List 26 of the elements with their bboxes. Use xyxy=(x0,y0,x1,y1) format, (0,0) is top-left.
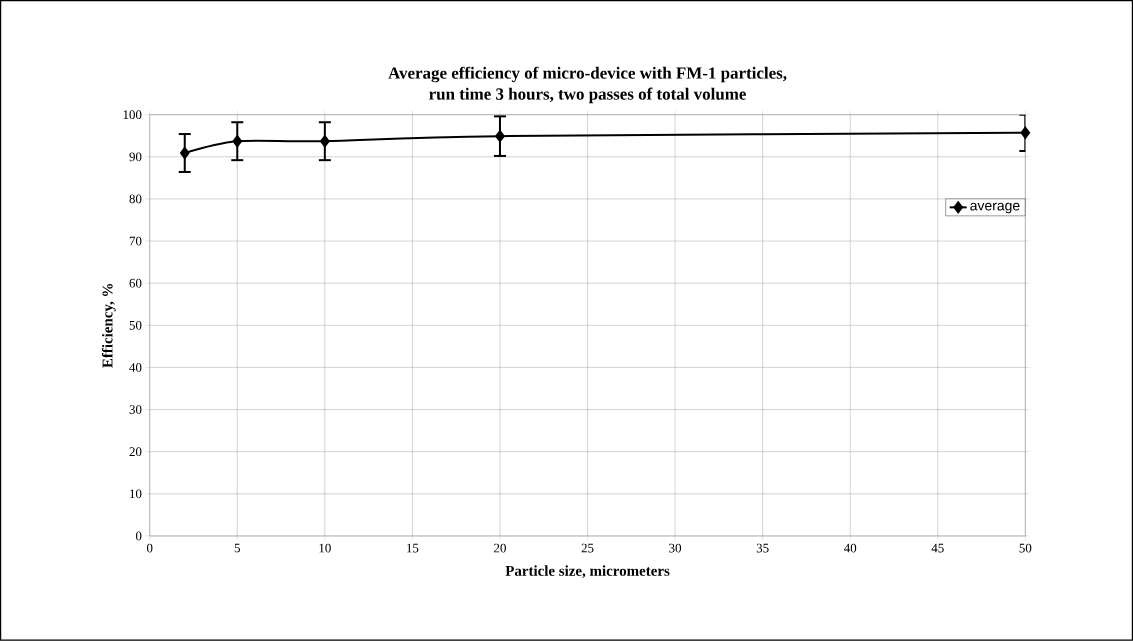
x-tick-label: 10 xyxy=(319,543,331,553)
y-tick-label: 10 xyxy=(130,489,142,499)
x-tick-label: 50 xyxy=(1019,543,1032,553)
chart-title: Average efficiency of micro-device with FM-1 particles, run time 3 hours, two passes of total volume xyxy=(388,66,787,104)
y-tick-label: 20 xyxy=(129,447,142,457)
x-tick-label: 45 xyxy=(931,543,944,553)
x-tick-label: 40 xyxy=(843,543,857,553)
y-tick-label: 90 xyxy=(129,152,142,162)
legend-label: average xyxy=(970,203,1020,214)
y-tick-label: 100 xyxy=(123,110,142,120)
y-tick-label: 70 xyxy=(129,236,142,246)
y-tick-label: 30 xyxy=(129,405,142,415)
y-tick-label: 0 xyxy=(135,531,142,541)
x-tick-label: 20 xyxy=(494,543,506,553)
x-tick-label: 25 xyxy=(581,543,594,553)
y-tick-label: 40 xyxy=(129,363,142,372)
x-tick-label: 35 xyxy=(756,543,769,553)
y-axis-title: Efficiency, % xyxy=(101,284,116,369)
x-tick-label: 5 xyxy=(234,543,241,553)
x-tick-label: 15 xyxy=(407,543,419,553)
y-tick-label: 60 xyxy=(129,278,142,288)
y-tick-label: 80 xyxy=(129,194,142,204)
x-axis-title: Particle size, micrometers xyxy=(505,565,670,579)
x-tick-label: 30 xyxy=(669,543,682,553)
y-tick-label: 50 xyxy=(129,321,142,330)
x-tick-label: 0 xyxy=(146,543,153,553)
